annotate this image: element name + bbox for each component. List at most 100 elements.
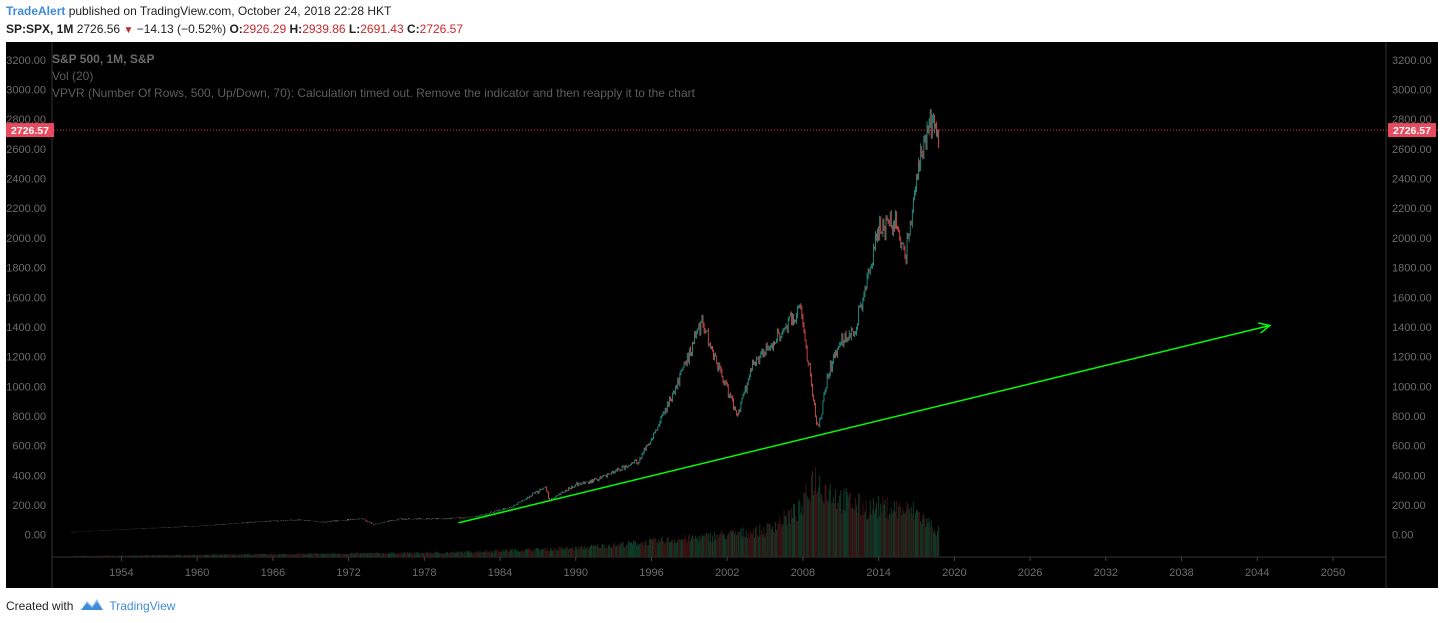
volume-bar <box>331 553 333 557</box>
volume-bar <box>202 554 204 557</box>
volume-bar <box>666 537 668 557</box>
volume-bar <box>90 555 92 557</box>
volume-bar <box>104 555 106 557</box>
volume-bar <box>271 553 273 557</box>
price-tag-left-text: 2726.57 <box>11 125 49 137</box>
volume-bar <box>539 551 541 557</box>
volume-bar <box>333 553 335 557</box>
volume-bar <box>774 532 776 557</box>
volume-bar <box>522 551 524 557</box>
volume-bar <box>450 552 452 557</box>
volume-bar <box>614 542 616 557</box>
volume-bar <box>481 551 483 557</box>
volume-bar <box>212 554 214 557</box>
volume-bar <box>546 547 548 557</box>
volume-bar <box>663 541 665 557</box>
volume-bar <box>874 508 876 557</box>
volume-bar <box>424 553 426 557</box>
volume-bar <box>74 555 76 557</box>
volume-bar <box>898 506 900 557</box>
volume-bar <box>439 552 441 557</box>
volume-bar <box>438 553 440 557</box>
volume-bar <box>852 509 854 557</box>
volume-bar <box>389 553 391 557</box>
volume-bar <box>778 522 780 557</box>
tradingview-link[interactable]: TradingView <box>109 598 176 613</box>
volume-bar <box>557 550 559 557</box>
volume-bar <box>605 546 607 557</box>
y-tick-label-left: 3200.00 <box>6 55 46 67</box>
volume-bar <box>266 553 268 557</box>
volume-bar <box>921 524 923 557</box>
volume-bar <box>231 554 233 557</box>
volume-bar <box>873 513 875 557</box>
volume-bar <box>157 554 159 557</box>
volume-bar <box>696 538 698 557</box>
price-tag-right <box>1388 123 1436 138</box>
volume-bar <box>388 553 390 557</box>
volume-bar <box>155 555 157 557</box>
volume-bar <box>106 555 108 557</box>
y-tick-label-right: 600.00 <box>1392 441 1426 453</box>
volume-bar <box>462 553 464 557</box>
volume-bar <box>627 540 629 557</box>
volume-bar <box>924 518 926 557</box>
volume-bar <box>158 555 160 557</box>
volume-bar <box>304 553 306 557</box>
volume-bar <box>572 546 574 557</box>
volume-bar <box>72 555 74 557</box>
volume-bar <box>236 555 238 557</box>
volume-bar <box>261 553 263 557</box>
volume-bar <box>790 508 792 557</box>
volume-bar <box>81 556 83 557</box>
x-tick-label: 2020 <box>942 567 966 579</box>
y-tick-label-right: 0.00 <box>1392 530 1413 542</box>
volume-bar <box>803 492 805 557</box>
volume-bar <box>323 554 325 557</box>
volume-bar <box>577 549 579 557</box>
open-label: O: <box>229 22 243 36</box>
volume-bar <box>301 554 303 557</box>
chart-panel[interactable]: 0.00 0.00 200.00 200.00 400.00 400.00 600.00 60… <box>6 42 1438 588</box>
volume-bar <box>640 542 642 557</box>
volume-bar <box>665 541 667 557</box>
volume-bar <box>456 551 458 557</box>
volume-bar <box>909 514 911 557</box>
volume-bar <box>206 554 208 557</box>
author-link[interactable]: TradeAlert <box>6 4 66 18</box>
price-chart[interactable]: 0.00 0.00 200.00 200.00 400.00 400.00 600.00 60… <box>6 42 1438 588</box>
volume-bar <box>715 539 717 557</box>
volume-bar <box>843 488 845 557</box>
volume-bar <box>816 493 818 557</box>
volume-bar <box>173 554 175 557</box>
y-tick-label-right: 1400.00 <box>1392 322 1432 334</box>
volume-bar <box>485 552 487 557</box>
volume-bar <box>827 501 829 557</box>
volume-bar <box>383 553 385 557</box>
volume-bar <box>217 554 219 557</box>
volume-bar <box>324 553 326 557</box>
volume-bar <box>709 532 711 557</box>
volume-bar <box>879 515 881 557</box>
volume-bar <box>527 548 529 557</box>
volume-bar <box>270 553 272 557</box>
volume-bar <box>436 551 438 557</box>
volume-bar <box>594 545 596 557</box>
y-tick-label-left: 200.00 <box>12 500 46 512</box>
volume-bar <box>502 550 504 557</box>
volume-bar <box>648 539 650 557</box>
volume-bar <box>353 553 355 557</box>
volume-bar <box>350 553 352 557</box>
volume-bar <box>766 523 768 557</box>
volume-bar <box>573 549 575 557</box>
volume-bar <box>789 523 791 557</box>
volume-bar <box>95 555 97 557</box>
price-tag-left <box>6 123 54 138</box>
volume-bar <box>768 524 770 557</box>
volume-bar <box>321 553 323 557</box>
volume-bar <box>83 555 85 557</box>
volume-bar <box>94 555 96 557</box>
volume-bar <box>380 553 382 557</box>
volume-bar <box>167 555 169 557</box>
open-value: 2926.29 <box>242 22 287 36</box>
